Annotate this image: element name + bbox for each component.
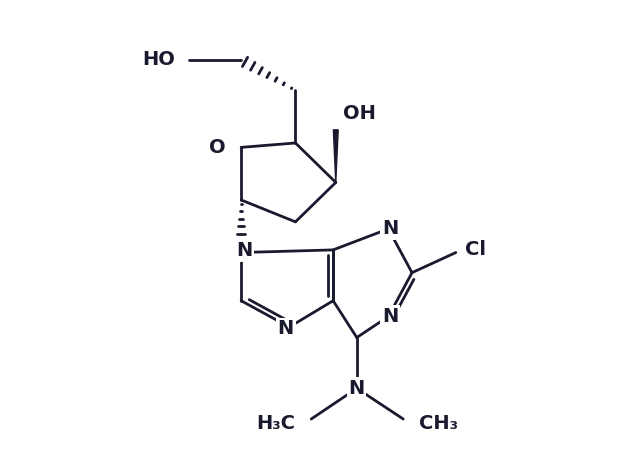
Text: HO: HO	[143, 50, 175, 69]
Text: CH₃: CH₃	[419, 414, 458, 433]
Text: Cl: Cl	[465, 240, 486, 259]
Text: H₃C: H₃C	[257, 414, 296, 433]
Text: N: N	[382, 307, 398, 326]
Text: N: N	[349, 379, 365, 398]
Polygon shape	[333, 130, 338, 182]
Text: N: N	[237, 241, 253, 260]
Text: N: N	[278, 319, 294, 338]
Text: N: N	[382, 219, 398, 238]
Text: OH: OH	[343, 104, 376, 123]
Text: O: O	[209, 138, 225, 157]
